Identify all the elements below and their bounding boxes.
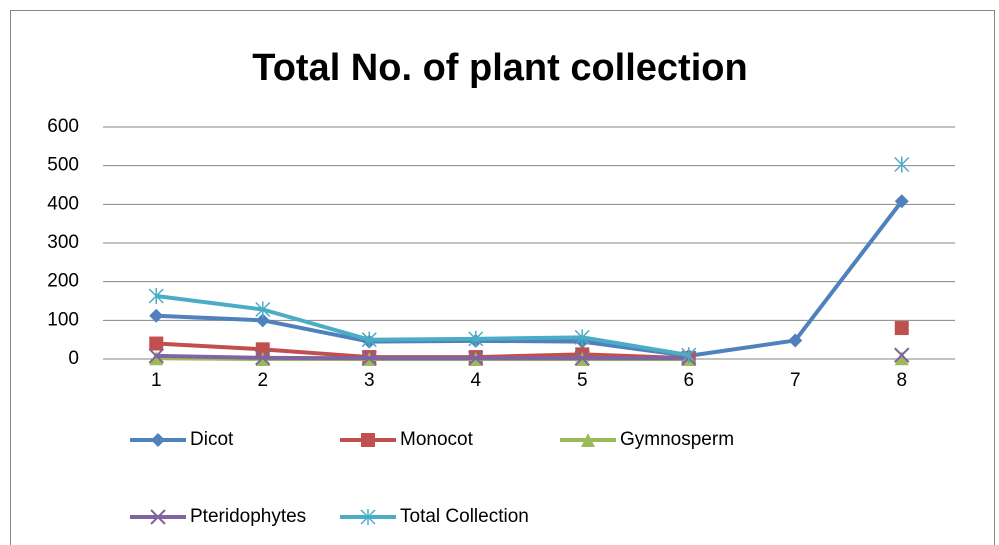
series-line	[155, 293, 690, 358]
y-tick-label: 400	[47, 193, 79, 214]
marker	[255, 342, 270, 357]
x-tick-label: 5	[577, 370, 588, 391]
x-tick-label: 6	[683, 370, 694, 391]
legend-label: Gymnosperm	[620, 429, 734, 450]
marker	[255, 301, 271, 318]
marker	[894, 156, 910, 173]
marker	[574, 329, 590, 346]
legend-label: Dicot	[190, 429, 234, 450]
marker	[894, 351, 909, 366]
chart-title: Total No. of plant collection	[252, 47, 747, 89]
marker	[788, 333, 803, 348]
y-tick-label: 200	[47, 271, 79, 292]
marker	[468, 330, 484, 347]
x-tick-label: 7	[790, 370, 801, 391]
marker	[149, 336, 164, 351]
marker	[360, 509, 376, 525]
legend-label: Pteridophytes	[190, 506, 306, 527]
marker	[894, 347, 910, 363]
marker	[894, 194, 909, 209]
x-tick-label: 2	[257, 370, 268, 391]
series-line	[156, 353, 689, 361]
marker	[148, 348, 164, 364]
marker	[361, 433, 375, 447]
y-tick-label: 300	[47, 232, 79, 253]
x-tick-label: 8	[896, 370, 907, 391]
series-line	[156, 200, 904, 358]
chart-frame	[10, 10, 995, 545]
x-tick-label: 4	[470, 370, 481, 391]
marker	[151, 433, 165, 447]
marker	[255, 350, 271, 366]
y-tick-label: 600	[47, 116, 79, 137]
marker	[149, 308, 164, 323]
marker	[361, 331, 377, 348]
marker	[255, 313, 270, 328]
marker	[149, 351, 164, 366]
marker	[894, 321, 909, 336]
marker	[148, 287, 164, 304]
y-tick-label: 0	[68, 348, 79, 369]
y-tick-label: 100	[47, 309, 79, 330]
marker	[150, 509, 166, 525]
legend-label: Monocot	[400, 429, 474, 450]
marker	[681, 347, 697, 364]
marker	[574, 350, 590, 366]
marker	[361, 350, 377, 366]
marker	[468, 350, 484, 366]
x-tick-label: 1	[151, 370, 162, 391]
legend-label: Total Collection	[400, 506, 529, 527]
marker	[581, 433, 595, 447]
y-tick-label: 500	[47, 155, 79, 176]
x-tick-label: 3	[364, 370, 375, 391]
